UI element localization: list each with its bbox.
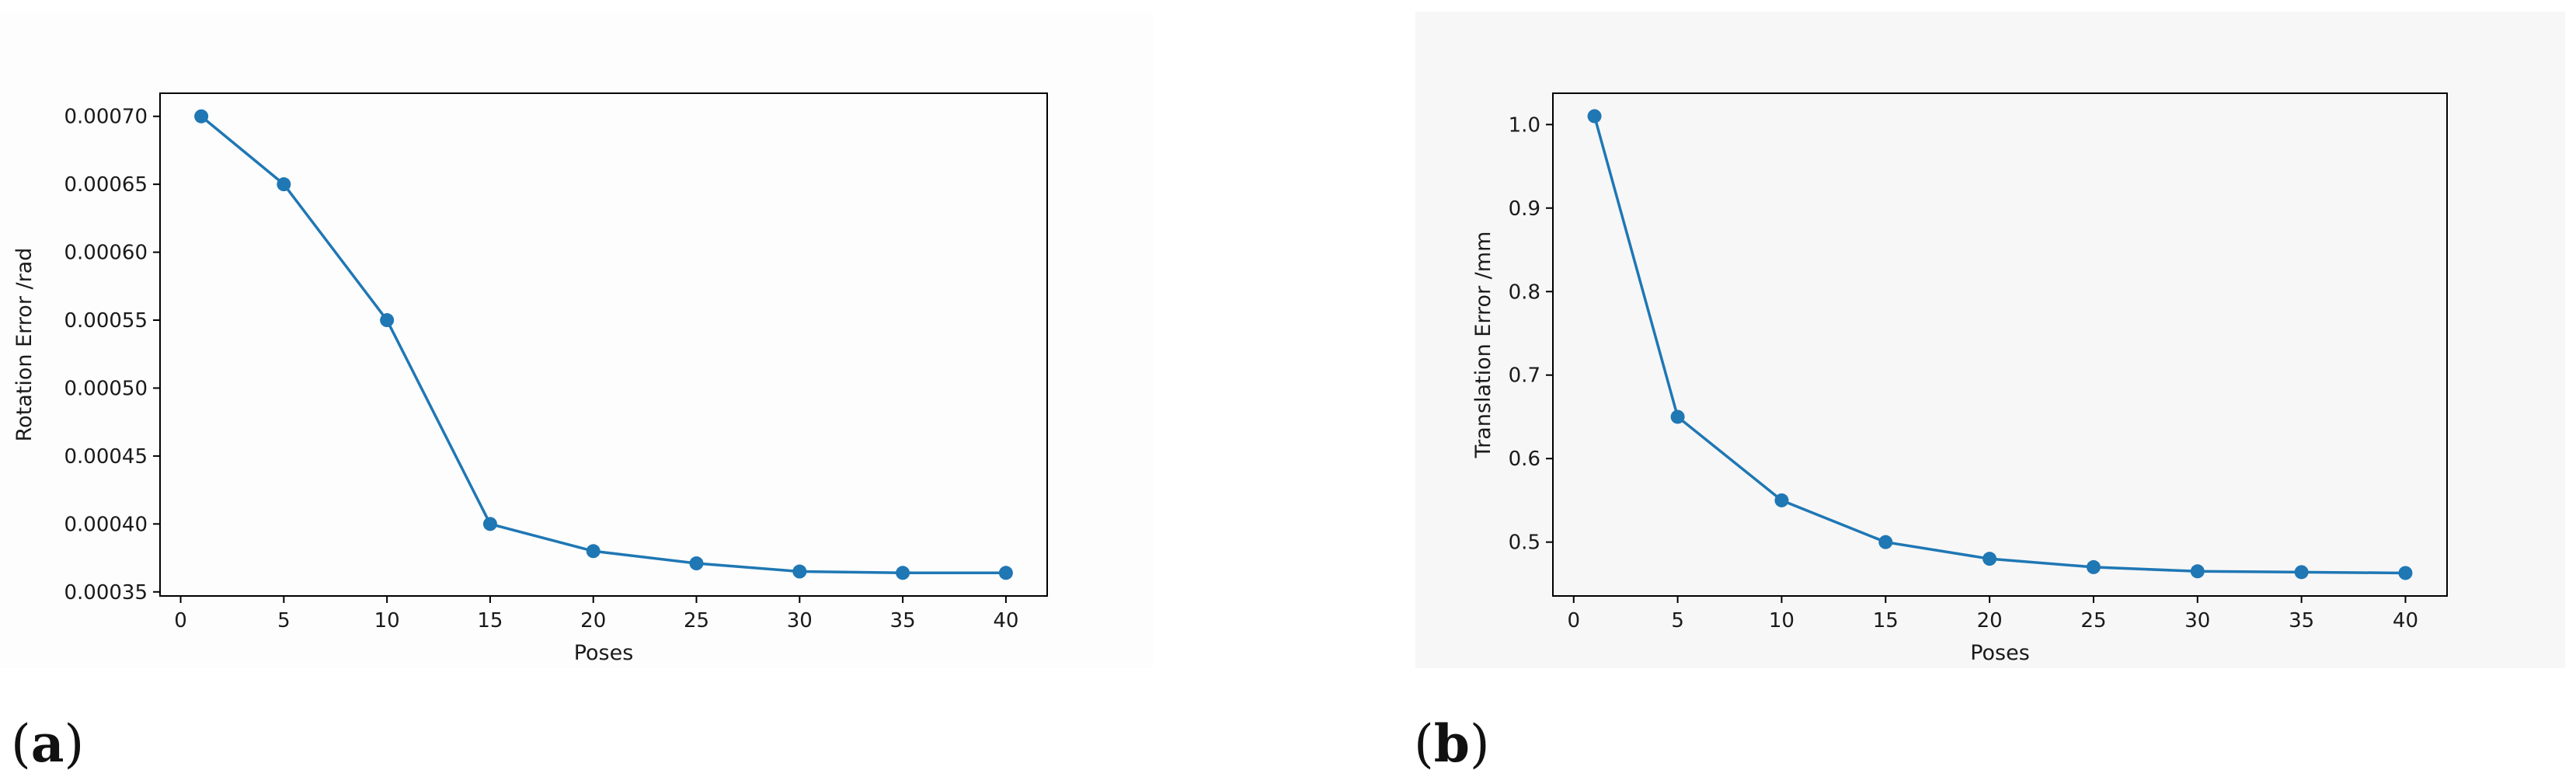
panel-label-a: (a) [11, 713, 85, 774]
x-tick-label: 10 [1769, 609, 1794, 632]
x-tick-label: 15 [477, 609, 503, 632]
x-tick-label: 5 [1671, 609, 1684, 632]
panel-label-b: (b) [1414, 713, 1490, 774]
data-point [1587, 109, 1602, 124]
y-tick-label: 0.00055 [64, 309, 148, 333]
x-tick-label: 40 [2393, 609, 2418, 632]
y-tick-label: 0.00045 [64, 445, 148, 469]
x-tick-label: 30 [787, 609, 813, 632]
y-tick-label: 0.6 [1509, 448, 1540, 471]
x-tick-label: 25 [2080, 609, 2106, 632]
x-axis-label: Poses [574, 641, 634, 665]
data-point [1878, 535, 1893, 549]
x-tick-label: 30 [2184, 609, 2210, 632]
x-axis-label: Poses [1970, 641, 2030, 665]
y-tick-label: 0.00060 [64, 242, 148, 265]
plot-frame [1552, 92, 2448, 597]
plot-frame [159, 92, 1048, 597]
x-tick-label: 25 [684, 609, 709, 632]
x-tick-label: 35 [2289, 609, 2314, 632]
data-point [792, 564, 807, 579]
chart-rotation-error: 0 5 10 15 20 25 30 35 40 0.00035 0.00040 0.00045 0.0… [12, 92, 1048, 665]
y-tick-label: 0.00070 [64, 106, 148, 129]
x-tick-label: 5 [277, 609, 291, 632]
y-tick-label: 0.5 [1509, 531, 1540, 555]
x-tick-label: 15 [1873, 609, 1899, 632]
data-point [2086, 559, 2101, 574]
x-tick-label: 0 [174, 609, 187, 632]
data-point [482, 517, 497, 531]
data-point [586, 544, 600, 559]
data-point [1774, 493, 1789, 507]
y-axis-label: Translation Error /mm [1471, 232, 1495, 459]
data-point [194, 109, 209, 124]
data-point [998, 566, 1013, 580]
y-tick-label: 1.0 [1509, 113, 1540, 137]
y-tick-label: 0.7 [1509, 364, 1540, 388]
series-line [200, 115, 1006, 575]
data-point [380, 313, 395, 328]
x-tick-label: 20 [580, 609, 606, 632]
x-tick-label: 20 [1977, 609, 2003, 632]
x-tick-label: 35 [890, 609, 916, 632]
data-point [2190, 564, 2205, 579]
chart-translation-error: 0 5 10 15 20 25 30 35 40 0.5 0.6 0.7 0.8 0.9 1.0 Poses T… [1471, 92, 2448, 665]
data-point [1982, 552, 1997, 566]
y-tick-label: 0.00035 [64, 581, 148, 605]
data-point [1670, 409, 1685, 424]
x-tick-label: 10 [374, 609, 400, 632]
data-point [689, 556, 704, 571]
data-point [2294, 565, 2309, 580]
x-tick-label: 0 [1567, 609, 1580, 632]
y-tick-label: 0.00065 [64, 173, 148, 197]
series-line [1593, 116, 2406, 575]
panel-a-background [0, 12, 1153, 668]
x-tick-label: 40 [993, 609, 1018, 632]
data-point [277, 177, 291, 192]
data-point [2398, 566, 2413, 580]
y-tick-label: 0.9 [1509, 197, 1540, 221]
data-point [896, 566, 910, 580]
y-axis-label: Rotation Error /rad [12, 248, 37, 442]
y-tick-label: 0.8 [1509, 280, 1540, 304]
y-tick-label: 0.00050 [64, 377, 148, 400]
y-tick-label: 0.00040 [64, 513, 148, 536]
